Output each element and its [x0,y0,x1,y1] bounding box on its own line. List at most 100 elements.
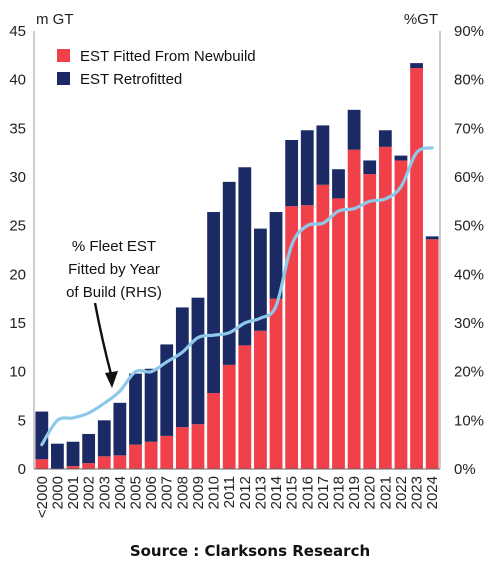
bar-newbuild [191,424,205,469]
bar-retrofitted [160,344,174,436]
x-tick: 2001 [65,476,82,509]
bar-newbuild [425,239,439,469]
y-tick-right: 20% [454,364,484,381]
y-tick-left: 45 [9,23,26,40]
x-tick: 2012 [237,476,254,509]
y-tick-left: 25 [9,218,26,235]
y-tick-right: 90% [454,23,484,40]
x-tick: 2002 [81,476,98,509]
y-tick-left: 20 [9,266,26,283]
source-caption: Source : Clarksons Research [129,542,371,560]
y-tick-left: 0 [18,461,26,478]
x-tick: 2004 [112,476,129,509]
x-tick: 2014 [268,476,285,509]
bar-newbuild [410,67,423,470]
x-tick: <2000 [34,476,51,518]
bar-newbuild [347,149,361,469]
x-tick: 2009 [190,476,207,509]
annotation-arrow-head [105,371,118,388]
y-tick-right: 10% [454,412,484,429]
bar-newbuild [160,435,174,469]
legend-label-retrofitted: EST Retrofitted [80,71,182,88]
annotation-line-2: Fitted by Year [68,261,160,278]
y-axis-left-label: m GT [36,11,74,28]
bar-retrofitted [144,368,158,442]
bar-newbuild [35,459,49,469]
bar-newbuild [332,198,345,469]
y-axis-right-ticks: 0% 10% 20% 30% 40% 50% 60% 70% 80% 90% [454,23,484,478]
bar-retrofitted [410,63,423,68]
x-tick: 2019 [346,476,363,509]
bar-retrofitted [425,236,439,240]
bar-newbuild [66,466,80,469]
bar-newbuild [378,146,392,469]
bar-retrofitted [254,228,267,331]
bar-retrofitted [347,109,361,150]
bar-retrofitted [378,130,392,147]
bar-retrofitted [175,307,189,428]
bar-retrofitted [394,155,408,161]
x-tick: 2022 [393,476,410,509]
x-tick: 2016 [299,476,316,509]
x-tick: 2011 [221,476,238,508]
bar-newbuild [394,160,408,469]
bar-newbuild [207,393,220,469]
bar-newbuild [97,456,111,469]
x-tick: 2015 [284,476,301,509]
y-tick-left: 15 [9,315,26,332]
bar-newbuild [175,427,189,469]
y-tick-left: 10 [9,364,26,381]
y-axis-right-label: %GT [404,11,438,28]
y-tick-left: 35 [9,120,26,137]
bar-retrofitted [129,373,142,445]
bar-newbuild [113,455,127,469]
x-tick: 2010 [206,476,223,509]
y-tick-right: 50% [454,218,484,235]
bar-newbuild [129,444,142,469]
y-tick-right: 40% [454,266,484,283]
bar-newbuild [269,298,283,469]
legend: EST Fitted From Newbuild EST Retrofitted [57,48,256,88]
bars-group [35,63,439,470]
bar-newbuild [300,205,314,470]
bar-retrofitted [316,125,330,185]
x-tick: 2007 [159,476,176,509]
bar-retrofitted [35,411,49,460]
bar-newbuild [363,174,377,469]
x-axis-ticks: <200020002001200220032004200520062007200… [34,476,441,518]
bar-retrofitted [363,160,377,175]
bar-newbuild [82,463,96,469]
bar-retrofitted [66,441,80,467]
annotation-arrow [93,302,114,379]
bar-newbuild [285,206,299,469]
annotation-line-3: of Build (RHS) [66,284,162,301]
x-tick: 2003 [96,476,113,509]
bar-retrofitted [51,443,64,469]
line-annotation: % Fleet EST Fitted by Year of Build (RHS… [66,238,162,388]
pct-fleet-line [40,146,434,447]
y-tick-left: 40 [9,72,26,89]
bar-retrofitted [222,181,236,365]
bar-newbuild [222,364,236,469]
bar-retrofitted [207,212,220,394]
y-tick-right: 60% [454,169,484,186]
bar-retrofitted [269,212,283,299]
bar-newbuild [144,441,158,469]
x-tick: 2018 [331,476,348,509]
x-tick: 2008 [174,476,191,509]
bar-newbuild [238,345,252,469]
bar-newbuild [254,330,267,469]
bar-retrofitted [97,420,111,457]
bar-retrofitted [113,402,127,456]
bar-retrofitted [285,140,299,207]
x-tick: 2000 [49,476,66,509]
x-tick: 2006 [143,476,160,509]
bar-newbuild [316,184,330,470]
x-tick: 2005 [128,476,145,509]
bar-retrofitted [191,297,205,425]
x-tick: 2020 [362,476,379,509]
x-tick: 2021 [377,476,394,509]
x-tick: 2013 [252,476,269,509]
bar-retrofitted [238,167,252,346]
